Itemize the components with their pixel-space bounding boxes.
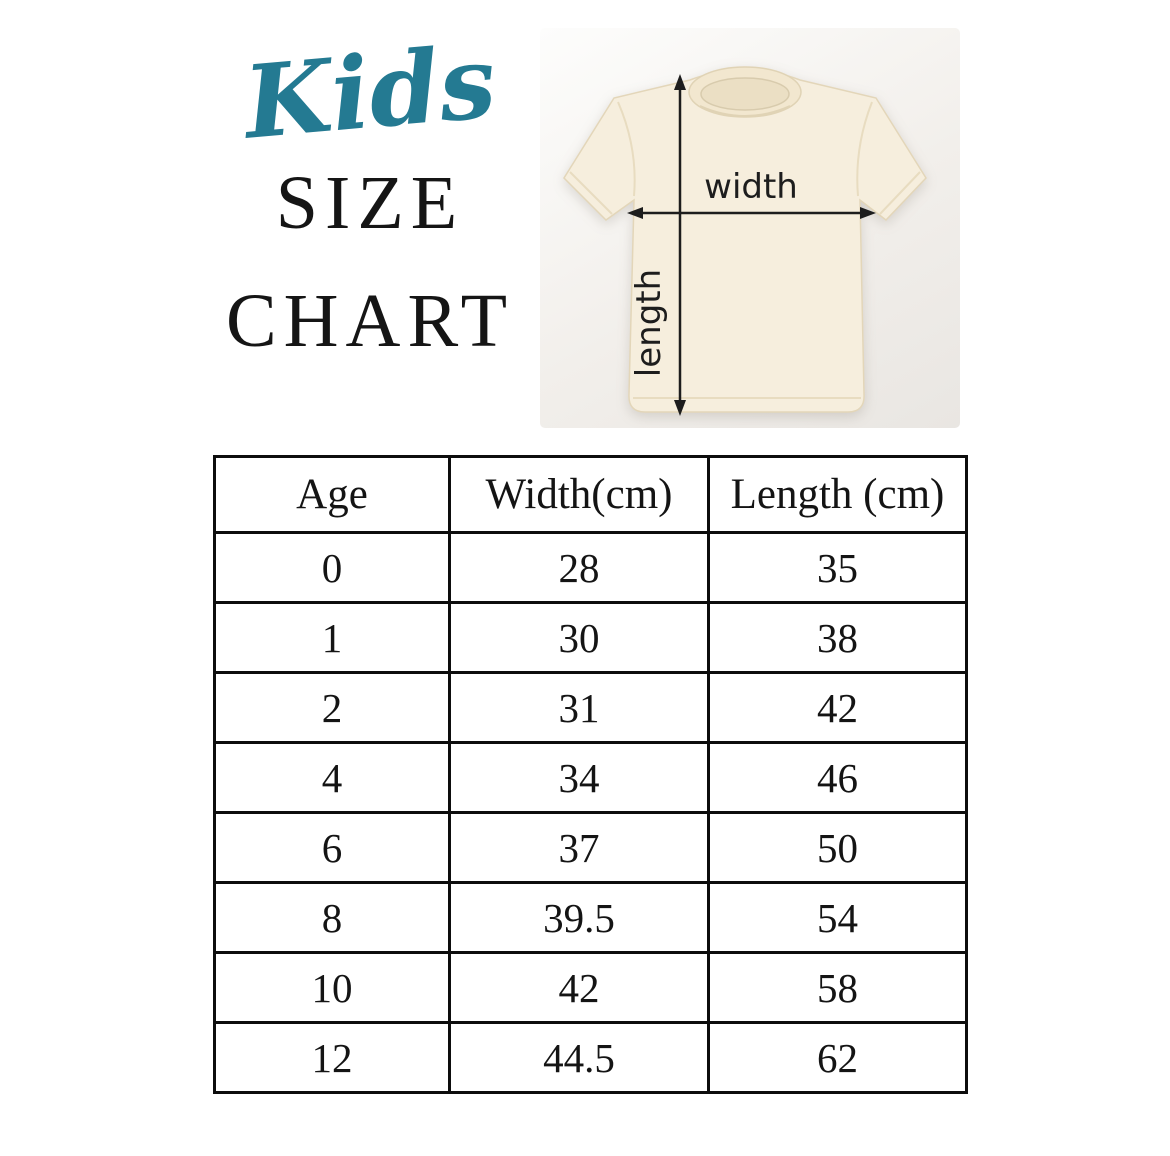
width-cell: 30 <box>448 601 710 674</box>
title-line-chart: CHART <box>225 279 514 363</box>
length-cell: 42 <box>707 671 968 744</box>
length-cell: 50 <box>707 811 968 884</box>
age-cell: 2 <box>213 671 451 744</box>
title-line-size: SIZE <box>275 161 465 245</box>
width-label: width <box>704 167 798 207</box>
width-cell: 34 <box>448 741 710 814</box>
length-label: length <box>629 269 669 377</box>
age-cell: 8 <box>213 881 451 954</box>
size-table: Age Width(cm) Length (cm) 0 28 35 1 30 3… <box>213 455 968 1094</box>
length-cell: 35 <box>707 531 968 604</box>
age-cell: 6 <box>213 811 451 884</box>
width-cell: 37 <box>448 811 710 884</box>
title-script-kids: Kids <box>239 22 501 162</box>
table-row: 4 34 46 <box>213 741 968 814</box>
width-arrow <box>627 207 876 219</box>
tshirt-shape <box>563 68 927 413</box>
age-cell: 1 <box>213 601 451 674</box>
age-cell: 4 <box>213 741 451 814</box>
collar-front-seam <box>699 105 791 117</box>
column-header-length: Length (cm) <box>707 455 968 534</box>
tshirt-diagram: width length <box>563 66 927 416</box>
length-cell: 46 <box>707 741 968 814</box>
length-cell: 62 <box>707 1021 968 1094</box>
table-row: 0 28 35 <box>213 531 968 604</box>
left-armhole-seam <box>617 101 636 197</box>
tshirt-illustration <box>563 66 927 413</box>
width-cell: 39.5 <box>448 881 710 954</box>
length-cell: 38 <box>707 601 968 674</box>
table-row: 10 42 58 <box>213 951 968 1024</box>
table-row: 12 44.5 62 <box>213 1021 968 1094</box>
table-row: 2 31 42 <box>213 671 968 744</box>
column-header-width: Width(cm) <box>448 455 710 534</box>
right-sleeve-hem <box>879 171 921 215</box>
width-cell: 31 <box>448 671 710 744</box>
table-row: 6 37 50 <box>213 811 968 884</box>
length-cell: 54 <box>707 881 968 954</box>
column-header-age: Age <box>213 455 451 534</box>
width-cell: 42 <box>448 951 710 1024</box>
age-cell: 10 <box>213 951 451 1024</box>
tshirt-photo: width length <box>540 28 960 428</box>
collar-opening <box>700 77 790 111</box>
width-cell: 28 <box>448 531 710 604</box>
length-arrow <box>674 74 686 416</box>
age-cell: 0 <box>213 531 451 604</box>
width-cell: 44.5 <box>448 1021 710 1094</box>
age-cell: 12 <box>213 1021 451 1094</box>
left-sleeve-hem <box>569 171 613 215</box>
title-block: Kids SIZE CHART <box>170 22 570 363</box>
table-row: 8 39.5 54 <box>213 881 968 954</box>
length-cell: 58 <box>707 951 968 1024</box>
table-row: 1 30 38 <box>213 601 968 674</box>
table-header-row: Age Width(cm) Length (cm) <box>213 455 968 534</box>
right-armhole-seam <box>856 101 873 197</box>
